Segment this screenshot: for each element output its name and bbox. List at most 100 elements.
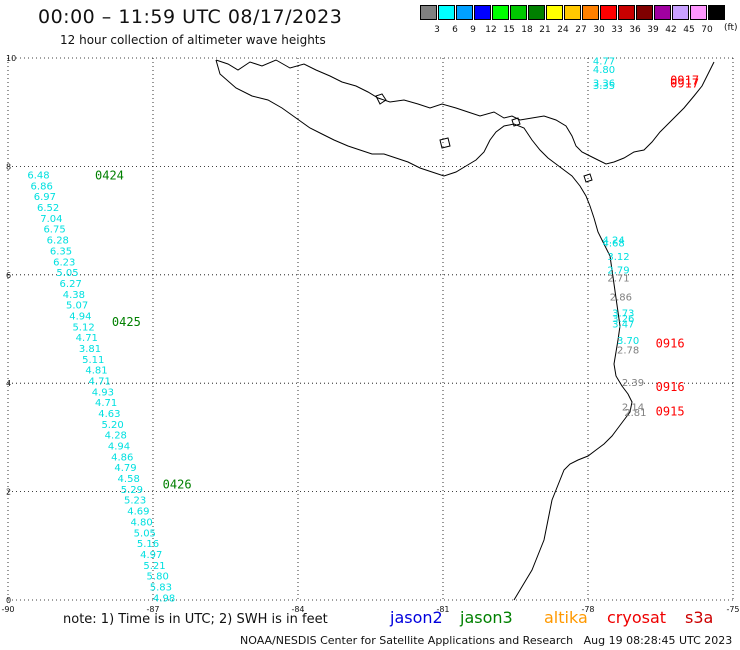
legend-swatch xyxy=(546,5,563,20)
swh-value: 4.86 xyxy=(111,452,133,463)
swh-value: 6.52 xyxy=(37,203,59,214)
island-small-1 xyxy=(375,93,387,105)
coastal-swh-value: 3.47 xyxy=(612,320,634,331)
swh-value: 4.81 xyxy=(85,366,107,377)
swh-value: 4.38 xyxy=(63,290,85,301)
swh-value: 5.23 xyxy=(124,496,146,507)
footer-credit: NOAA/NESDIS Center for Satellite Applica… xyxy=(240,634,733,647)
legend-swatch xyxy=(438,5,455,20)
swh-value: 4.28 xyxy=(105,431,127,442)
legend-label: 70 xyxy=(701,25,713,35)
y-tick-label: 8 xyxy=(6,162,11,171)
swh-value: 4.71 xyxy=(89,376,111,387)
coastline-colombia xyxy=(513,217,633,601)
legend-unit: (ft) xyxy=(724,23,738,33)
swh-value: 6.23 xyxy=(53,257,75,268)
legend-swatch xyxy=(456,5,473,20)
pass-time-label: 0917 xyxy=(670,74,699,88)
legend-swatch xyxy=(582,5,599,20)
legend-label: 6 xyxy=(452,25,458,35)
x-tick-label: -78 xyxy=(581,605,594,614)
x-tick-label: -81 xyxy=(436,605,449,614)
swh-value: 5.80 xyxy=(147,572,169,583)
coastal-swh-value: 3.35 xyxy=(593,81,615,92)
swh-value: 4.71 xyxy=(76,333,98,344)
island-small-4 xyxy=(583,173,593,183)
swh-value: 5.05 xyxy=(134,528,156,539)
legend-swatch xyxy=(600,5,617,20)
x-tick-label: -90 xyxy=(1,605,14,614)
pass-time-label: 0916 xyxy=(656,380,685,394)
coastal-swh-value: 2.78 xyxy=(617,346,639,357)
coastal-swh-value: 3.12 xyxy=(607,252,629,263)
pass-time-label: 0424 xyxy=(95,169,124,183)
legend-swatch xyxy=(708,5,725,20)
legend-swatch xyxy=(492,5,509,20)
swh-value: 6.75 xyxy=(43,225,65,236)
y-tick-label: 0 xyxy=(6,596,11,605)
coastal-swh-value: 2.14 xyxy=(622,403,644,414)
pass-time-label: 0916 xyxy=(656,337,685,351)
legend-swatch xyxy=(618,5,635,20)
y-tick-label: 2 xyxy=(6,488,11,497)
legend-swatch xyxy=(528,5,545,20)
coastal-swh-value: 3.70 xyxy=(617,336,639,347)
island-small-2 xyxy=(439,137,451,149)
pass-time-label: 0917 xyxy=(670,76,699,90)
legend-label: 33 xyxy=(611,25,623,35)
note-text: note: 1) Time is in UTC; 2) SWH is in fe… xyxy=(63,612,328,627)
legend-swatch xyxy=(420,5,437,20)
legend-label: 39 xyxy=(647,25,659,35)
coastal-swh-value: 2.81 xyxy=(624,408,646,419)
x-tick-label: -84 xyxy=(291,605,304,614)
swh-value: 5.16 xyxy=(137,539,159,550)
swh-value: 6.28 xyxy=(47,236,69,247)
swh-value: 4.79 xyxy=(114,463,136,474)
legend-label: 30 xyxy=(593,25,605,35)
legend-swatch xyxy=(564,5,581,20)
y-tick-label: 6 xyxy=(6,271,11,280)
coastal-swh-value: 4.80 xyxy=(593,65,615,76)
grid-lines xyxy=(7,57,734,601)
coastal-swh-value: 3.73 xyxy=(612,309,634,320)
swh-value: 4.58 xyxy=(118,474,140,485)
swh-value: 7.04 xyxy=(40,214,62,225)
coastal-readings: 4.774.80 3.363.35 4.244.68 3.12 2.792.71 2.86… xyxy=(593,57,647,419)
x-tick-label: -75 xyxy=(726,605,739,614)
satellite-name: altika xyxy=(544,608,588,627)
legend-label: 9 xyxy=(470,25,476,35)
swh-value: 4.80 xyxy=(130,517,152,528)
map-subtitle: 12 hour collection of altimeter wave hei… xyxy=(60,33,326,47)
coastal-swh-value: 4.77 xyxy=(593,57,615,68)
coastal-swh-value: 2.86 xyxy=(610,292,632,303)
swh-value: 4.63 xyxy=(98,409,120,420)
satellite-name: jason3 xyxy=(460,608,513,627)
legend-label: 3 xyxy=(434,25,440,35)
swh-value: 6.97 xyxy=(34,192,56,203)
pass-time-label: 0426 xyxy=(163,477,192,491)
coastal-swh-value: 3.26 xyxy=(612,314,634,325)
swh-value: 5.12 xyxy=(72,322,94,333)
swh-value: 4.94 xyxy=(69,311,91,322)
pass-time-label: 0915 xyxy=(656,404,685,418)
swh-value: 5.29 xyxy=(121,485,143,496)
legend-label: 24 xyxy=(557,25,569,35)
swh-value: 5.21 xyxy=(143,561,165,572)
legend-swatch xyxy=(636,5,653,20)
legend-swatch xyxy=(654,5,671,20)
swh-value: 3.81 xyxy=(79,344,101,355)
legend-swatch xyxy=(474,5,491,20)
y-tick-label: 4 xyxy=(6,379,11,388)
swh-value: 6.27 xyxy=(60,279,82,290)
swh-value: 5.20 xyxy=(101,420,123,431)
legend-label: 42 xyxy=(665,25,677,35)
swh-value: 5.05 xyxy=(56,268,78,279)
legend-swatch xyxy=(672,5,689,20)
legend-label: 36 xyxy=(629,25,641,35)
axis-labels: -90 -87 -84 -81 -78 -75 10 8 6 4 2 0 xyxy=(1,54,739,614)
coastal-swh-value: 2.79 xyxy=(607,265,629,276)
satellite-name: s3a xyxy=(685,608,714,627)
